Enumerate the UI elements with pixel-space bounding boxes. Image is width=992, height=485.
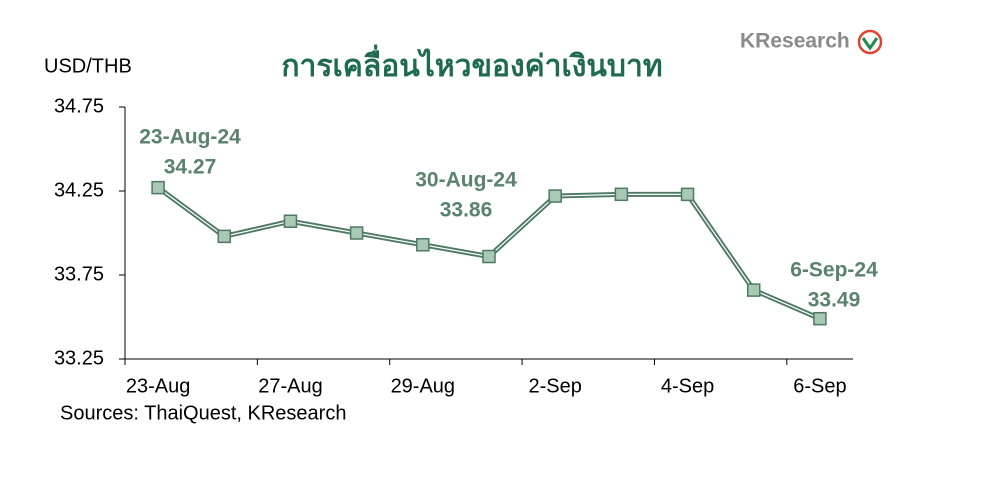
marker: [416, 238, 430, 252]
x-tick-label: 29-Aug: [391, 375, 456, 397]
x-tick-label: 4-Sep: [661, 375, 714, 397]
y-tick-label: 34.25: [54, 179, 104, 201]
value-label: 33.86: [440, 199, 493, 222]
marker: [151, 180, 165, 195]
annotation: 6-Sep-24: [790, 259, 878, 282]
logo-text: KResearch: [740, 30, 850, 53]
marker: [283, 214, 298, 228]
logo: KResearch: [740, 29, 883, 55]
logo-icon: [857, 29, 883, 55]
value-label: 34.27: [164, 156, 217, 179]
x-tick-label: 23-Aug: [126, 375, 191, 397]
marker: [482, 249, 496, 264]
marker: [813, 311, 827, 326]
y-tick-label: 33.25: [54, 347, 104, 369]
source: Sources: ThaiQuest, KResearch: [60, 402, 346, 424]
marker: [548, 189, 562, 203]
marker: [746, 283, 761, 297]
y-axis-label: USD/THB: [44, 55, 132, 77]
marker: [217, 229, 232, 244]
marker: [349, 226, 364, 240]
annotation: 23-Aug-24: [139, 126, 241, 149]
logo-icon: [861, 37, 879, 51]
x-tick-label: 27-Aug: [258, 375, 323, 397]
x-tick-label: 2-Sep: [528, 375, 581, 397]
marker: [614, 187, 629, 202]
chart-title: การเคลื่อนไหวของค่าเงินบาท: [281, 44, 662, 83]
annotation: 30-Aug-24: [415, 169, 517, 192]
marker: [680, 187, 695, 202]
value-label: 33.49: [808, 289, 861, 312]
x-tick-label: 6-Sep: [793, 375, 846, 397]
y-tick-label: 34.75: [54, 95, 104, 117]
y-tick-label: 33.75: [54, 263, 104, 285]
